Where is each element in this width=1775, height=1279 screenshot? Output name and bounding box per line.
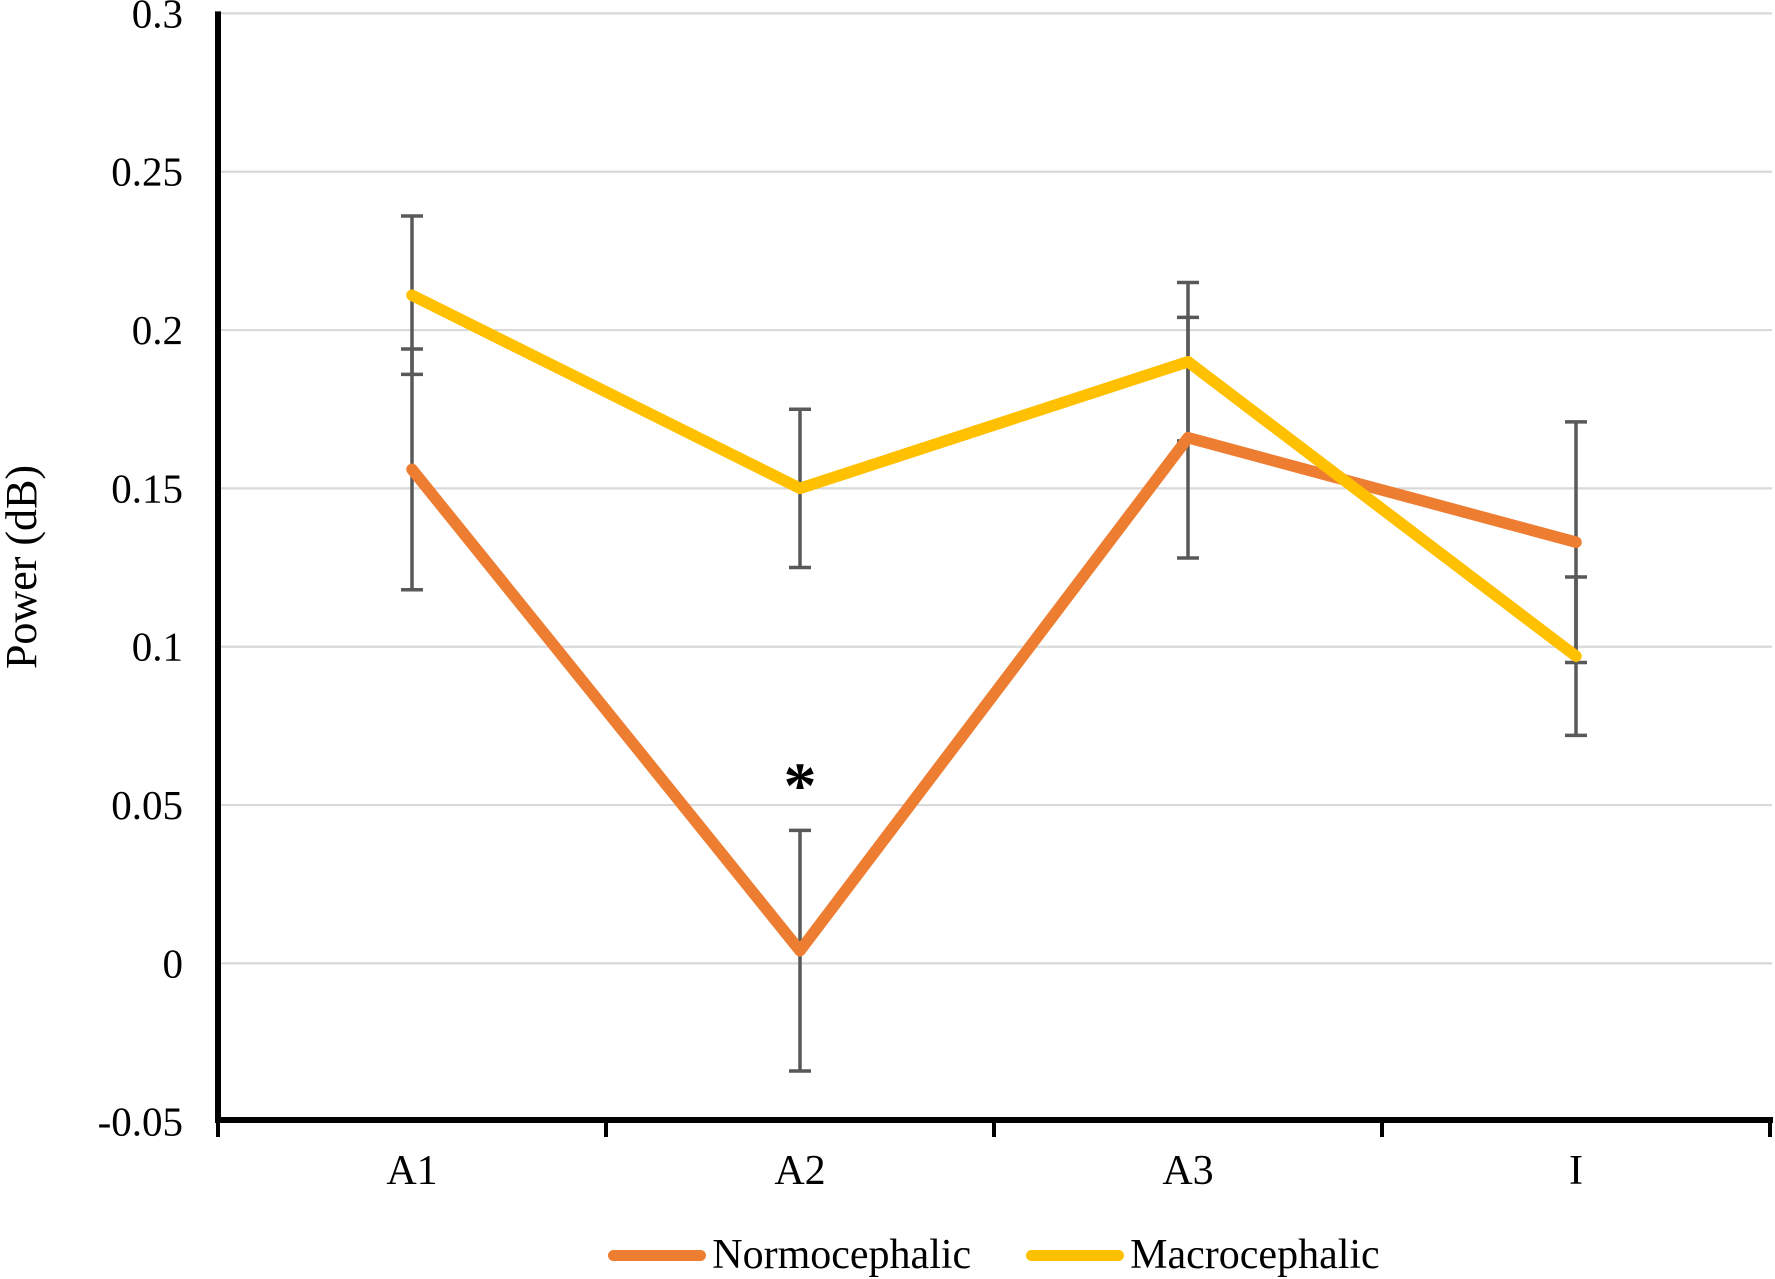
y-tick-label: -0.05 [98,1099,183,1145]
y-tick-label: 0.25 [111,149,183,195]
y-tick-label: 0.05 [111,782,183,828]
x-category-label: A2 [774,1148,825,1194]
normocephalic-line-swatch [608,1249,707,1261]
y-tick-label: 0.3 [132,0,183,36]
legend: Normocephalic Macrocephalic [218,1232,1770,1278]
x-category-label: A1 [386,1148,437,1194]
y-tick-label: 0.15 [111,465,183,511]
y-axis-title: Power (dB) [0,465,46,669]
significance-asterisk: * [784,750,817,823]
series-line-normocephalic [406,431,1582,957]
macrocephalic-line-swatch [1026,1249,1125,1261]
legend-item-macrocephalic: Macrocephalic [1026,1231,1380,1279]
legend-label-normocephalic: Normocephalic [712,1232,972,1278]
legend-item-normocephalic: Normocephalic [608,1231,971,1279]
y-tick-label: 0 [163,940,184,986]
legend-label-macrocephalic: Macrocephalic [1130,1232,1380,1278]
y-tick-label: 0.2 [132,307,183,353]
y-tick-label: 0.1 [132,624,183,670]
series-line-macrocephalic [406,289,1582,662]
x-category-label: I [1569,1148,1583,1194]
x-category-label: A3 [1162,1148,1213,1194]
